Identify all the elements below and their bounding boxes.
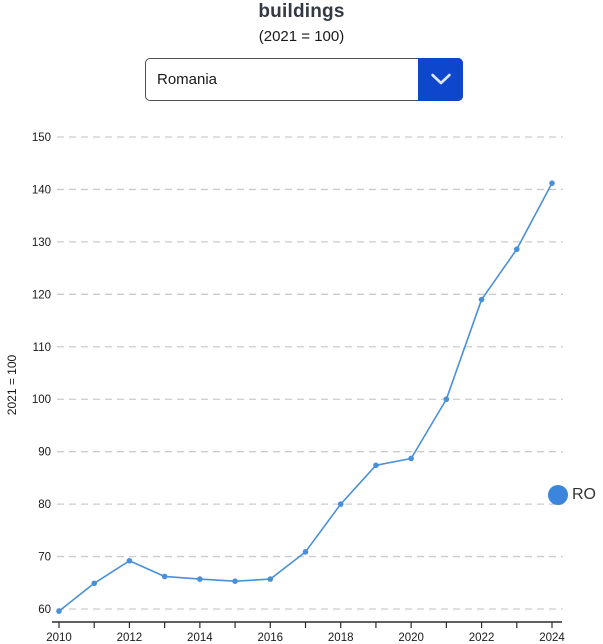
chart-area: 60 70 80 90 100 110 120 130 140 150 2010 2012 2014 20… bbox=[0, 115, 603, 644]
legend-item-ro[interactable]: RO bbox=[548, 485, 596, 505]
svg-text:2018: 2018 bbox=[328, 632, 354, 644]
svg-text:150: 150 bbox=[32, 132, 51, 144]
country-select[interactable]: Romania bbox=[145, 58, 463, 101]
chevron-down-icon bbox=[430, 73, 451, 85]
svg-text:140: 140 bbox=[32, 184, 51, 196]
chart-subtitle: (2021 = 100) bbox=[258, 28, 345, 45]
svg-text:2020: 2020 bbox=[398, 632, 424, 644]
svg-text:70: 70 bbox=[38, 552, 51, 564]
svg-text:60: 60 bbox=[38, 604, 51, 616]
legend-label: RO bbox=[572, 486, 596, 503]
svg-text:2022: 2022 bbox=[469, 632, 495, 644]
svg-text:2010: 2010 bbox=[46, 632, 72, 644]
svg-text:130: 130 bbox=[32, 237, 51, 249]
svg-text:110: 110 bbox=[33, 342, 51, 354]
y-axis-title: 2021 = 100 bbox=[5, 354, 19, 416]
country-select-expand-button[interactable] bbox=[418, 58, 463, 101]
legend-marker-icon bbox=[548, 485, 568, 505]
svg-text:120: 120 bbox=[32, 289, 51, 301]
line-chart: 60 70 80 90 100 110 120 130 140 150 2010 2012 2014 20… bbox=[32, 132, 566, 644]
svg-text:2014: 2014 bbox=[187, 632, 213, 644]
svg-text:2012: 2012 bbox=[117, 632, 143, 644]
svg-text:2016: 2016 bbox=[257, 632, 283, 644]
svg-text:90: 90 bbox=[38, 447, 51, 459]
svg-text:2024: 2024 bbox=[539, 632, 565, 644]
svg-text:100: 100 bbox=[32, 394, 51, 406]
country-select-value: Romania bbox=[157, 71, 218, 88]
chart-title: buildings bbox=[258, 1, 345, 22]
svg-text:80: 80 bbox=[38, 499, 51, 511]
